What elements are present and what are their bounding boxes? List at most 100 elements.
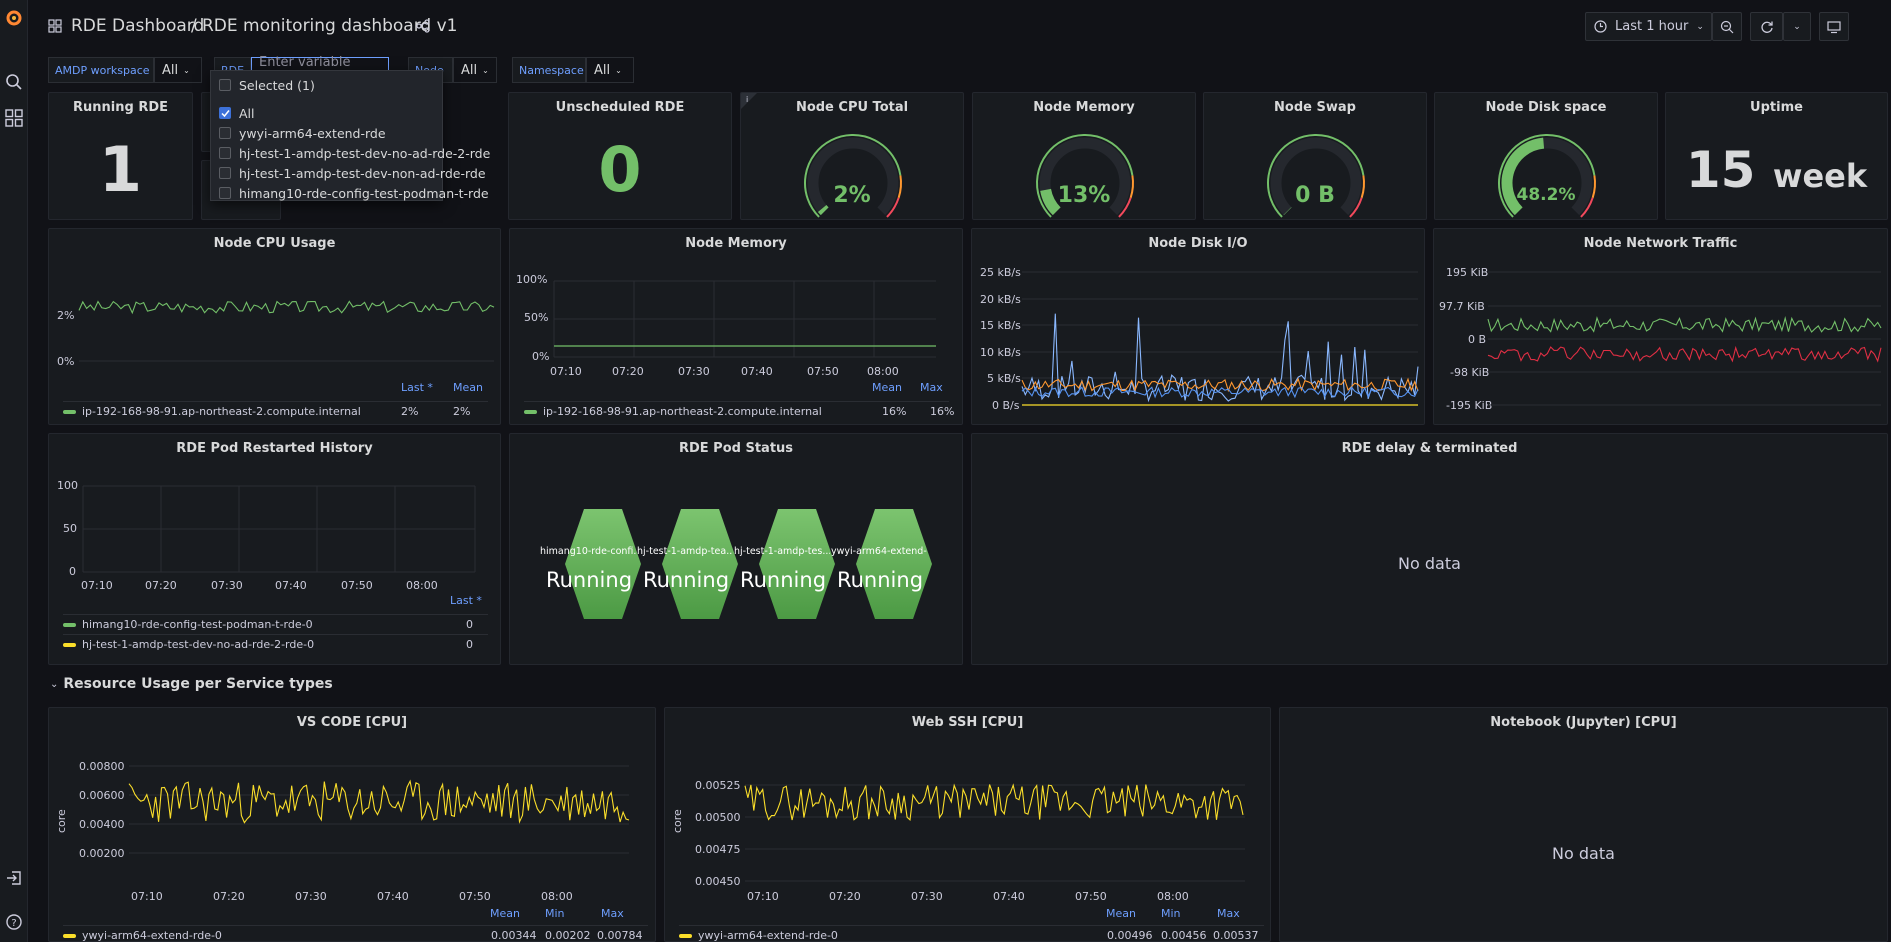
svg-text:?: ?	[11, 918, 16, 929]
x-tick: 07:30	[678, 365, 710, 378]
gauge-threshold-arc	[1498, 134, 1596, 218]
grafana-logo-icon[interactable]	[4, 8, 24, 28]
legend-swatch	[63, 623, 76, 627]
pod-hexagon[interactable]	[856, 509, 932, 619]
variable-select-namespace[interactable]: All ⌄	[586, 57, 634, 83]
dropdown-selected-label: Selected (1)	[239, 77, 315, 93]
legend-series-name: himang10-rde-config-test-podman-t-rde-0	[82, 618, 313, 631]
checkbox[interactable]	[219, 79, 231, 91]
legend-header[interactable]: Mean	[1106, 907, 1136, 920]
share-icon[interactable]	[416, 19, 430, 33]
stat-value: 1	[98, 133, 143, 206]
y-tick: 50	[63, 522, 77, 535]
variable-select-node[interactable]: All ⌄	[453, 57, 497, 83]
legend-swatch	[524, 410, 537, 414]
breadcrumb-folder[interactable]: RDE Dashboard	[71, 16, 205, 36]
dropdown-option[interactable]: hj-test-1-amdp-test-dev-non-ad-rde-rde	[219, 163, 486, 183]
rde-delay-terminated-panel: RDE delay & terminated No data	[971, 433, 1888, 665]
gauge-threshold-arc	[1349, 197, 1363, 218]
legend-row[interactable]: ywyi-arm64-extend-rde-0 0.00344 0.00202 …	[63, 925, 648, 942]
unscheduled-rde-panel: Unscheduled RDE 0	[508, 92, 732, 220]
search-icon[interactable]	[4, 72, 24, 92]
legend-header[interactable]: Last *	[401, 381, 433, 394]
checkbox[interactable]	[219, 187, 231, 199]
checkbox[interactable]	[219, 127, 231, 139]
variable-value: All	[594, 62, 611, 78]
time-range-picker[interactable]: Last 1 hour ⌄	[1585, 12, 1712, 41]
legend-swatch	[63, 410, 76, 414]
y-tick: 0.00400	[79, 818, 125, 831]
pod-status: Running	[545, 568, 633, 592]
tv-mode-button[interactable]	[1819, 12, 1849, 41]
node-swap-panel: Node Swap 0 B	[1203, 92, 1427, 220]
row-resource-usage-toggle[interactable]: ⌄ Resource Usage per Service types	[50, 676, 333, 692]
legend-header[interactable]: Max	[1217, 907, 1240, 920]
panel-title: Node Memory	[685, 236, 787, 251]
info-corner-icon[interactable]: i	[741, 93, 757, 109]
zoom-out-button[interactable]	[1712, 12, 1742, 41]
pod-hexagon[interactable]	[565, 509, 641, 619]
legend-row[interactable]: himang10-rde-config-test-podman-t-rde-0 …	[63, 614, 488, 631]
refresh-interval-dropdown[interactable]: ⌄	[1783, 12, 1811, 41]
legend-header[interactable]: Max	[920, 381, 943, 394]
legend-header[interactable]: Last *	[450, 594, 482, 607]
legend-header[interactable]: Mean	[872, 381, 902, 394]
page-title[interactable]: RDE monitoring dashboard v1	[202, 16, 458, 36]
x-tick: 08:00	[1157, 890, 1189, 903]
series-line	[128, 779, 630, 824]
disk-io-graph: 25 kB/s 20 kB/s 15 kB/s 10 kB/s 5 kB/s 0…	[980, 266, 1419, 412]
legend-header[interactable]: Mean	[490, 907, 520, 920]
dropdown-selected-toggle[interactable]: Selected (1)	[219, 75, 315, 95]
legend-row[interactable]: ip-192-168-98-91.ap-northeast-2.compute.…	[524, 401, 954, 418]
legend-row[interactable]: hj-test-1-amdp-test-dev-no-ad-rde-2-rde-…	[63, 634, 488, 651]
legend-row[interactable]: ywyi-arm64-extend-rde-0 0.00496 0.00456 …	[679, 925, 1264, 942]
legend-min: 0.00456	[1161, 929, 1207, 942]
checkbox[interactable]	[219, 167, 231, 179]
dashboards-icon[interactable]	[4, 108, 24, 128]
series-line	[1021, 377, 1419, 393]
pod-status: Running	[739, 568, 827, 592]
y-tick: 0.00525	[695, 779, 741, 792]
pod-name: ywyi-arm64-extend-...	[831, 546, 927, 557]
legend-swatch	[63, 643, 76, 647]
panel-title: Unscheduled RDE	[555, 100, 685, 115]
series-line	[78, 300, 495, 315]
panel-title: Notebook (Jupyter) [CPU]	[1490, 715, 1677, 730]
legend-header[interactable]: Min	[1161, 907, 1181, 920]
checkbox[interactable]	[219, 147, 231, 159]
disk-space-gauge	[1498, 134, 1596, 218]
variable-select-amdp-workspace[interactable]: All ⌄	[154, 57, 202, 83]
uptime-number: 15	[1685, 141, 1756, 199]
legend-series-name: ywyi-arm64-extend-rde-0	[82, 929, 222, 942]
y-tick: 50%	[524, 311, 548, 324]
x-tick: 07:40	[275, 579, 307, 592]
running-rde-panel: Running RDE 1	[48, 92, 193, 220]
legend-header[interactable]: Min	[545, 907, 565, 920]
legend-swatch	[63, 934, 76, 938]
sign-in-icon[interactable]	[4, 868, 24, 888]
dropdown-option[interactable]: All	[219, 103, 255, 123]
pod-hexagon[interactable]	[662, 509, 738, 619]
legend-header[interactable]: Max	[601, 907, 624, 920]
checkbox-checked[interactable]	[219, 107, 231, 119]
refresh-icon	[1760, 21, 1773, 33]
dropdown-option-label: himang10-rde-config-test-podman-t-rde	[239, 185, 489, 201]
dropdown-option[interactable]: himang10-rde-config-test-podman-t-rde	[219, 183, 489, 203]
pod-hexagon[interactable]	[759, 509, 835, 619]
legend-header[interactable]: Mean	[453, 381, 483, 394]
help-icon[interactable]: ?	[4, 912, 24, 932]
sidebar: ?	[0, 0, 28, 942]
panel-title: Node Disk space	[1485, 100, 1607, 115]
panel-title: Node Memory	[1033, 100, 1135, 115]
x-tick: 07:10	[747, 890, 779, 903]
y-tick: 15 kB/s	[980, 319, 1021, 332]
x-tick: 08:00	[406, 579, 438, 592]
dropdown-option[interactable]: hj-test-1-amdp-test-dev-no-ad-rde-2-rde	[219, 143, 490, 163]
dropdown-option[interactable]: ywyi-arm64-extend-rde	[219, 123, 386, 143]
gauge-value: 2%	[833, 183, 871, 208]
legend-row[interactable]: ip-192-168-98-91.ap-northeast-2.compute.…	[63, 401, 488, 418]
panel-title: VS CODE [CPU]	[296, 715, 408, 730]
refresh-button[interactable]	[1750, 12, 1783, 41]
gauge-threshold-arc	[1118, 197, 1132, 218]
legend-mean: 0.00344	[491, 929, 537, 942]
